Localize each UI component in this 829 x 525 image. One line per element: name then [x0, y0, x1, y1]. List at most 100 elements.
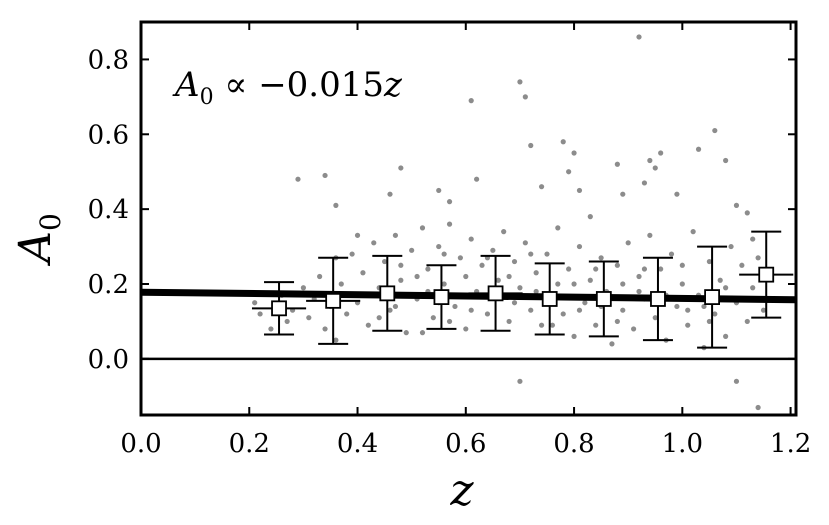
scatter-point: [555, 281, 561, 287]
scatter-point: [436, 187, 442, 194]
scatter-point: [750, 236, 756, 242]
scatter-point: [620, 191, 626, 197]
scatter-points: [252, 34, 772, 411]
binned-point-group: [360, 254, 415, 332]
scatter-point: [398, 277, 404, 283]
scatter-point: [425, 266, 431, 272]
scatter-point: [685, 322, 691, 328]
scatter-point: [517, 378, 523, 384]
y-axis-title: A0: [10, 213, 67, 267]
scatter-point: [354, 232, 361, 238]
scatter-point: [463, 273, 469, 280]
scatter-point: [441, 281, 447, 287]
scatter-point: [284, 318, 290, 325]
y-tick-label: 0.2: [88, 270, 129, 300]
scatter-point: [695, 146, 702, 152]
scatter-point: [468, 98, 474, 104]
scatter-point: [652, 315, 658, 321]
axis-tick-labels: 0.0 0.2 0.4 0.6 0.8 1.0 1.2 0.0 0.2 0.4 0.6 0.8: [88, 45, 812, 459]
scatter-point: [712, 311, 718, 317]
scatter-point: [344, 311, 350, 317]
scatter-point: [528, 251, 534, 257]
y-tick-label: 0.0: [88, 345, 129, 375]
scatter-point: [566, 266, 572, 272]
scatter-point: [495, 277, 501, 283]
scatter-point: [533, 270, 539, 276]
scatter-point: [679, 281, 685, 287]
scatter-point: [555, 225, 561, 231]
scatter-point: [658, 266, 664, 272]
scatter-point: [571, 281, 577, 287]
scatter-point: [419, 225, 426, 231]
scatter-point: [598, 255, 604, 261]
y-tick-label: 0.6: [88, 120, 129, 150]
scatter-point: [647, 232, 653, 238]
scatter-point: [257, 311, 263, 317]
scatter-point: [468, 307, 474, 313]
scatter-point: [560, 139, 566, 145]
scatter-point: [506, 273, 512, 280]
binned-point-group: [576, 260, 631, 338]
x-tick-label: 0.6: [445, 429, 486, 459]
binned-mean-marker: [271, 300, 287, 317]
scatter-point: [403, 330, 409, 336]
scatter-point: [419, 330, 426, 336]
scatter-point: [474, 176, 480, 182]
scatter-point: [755, 255, 761, 261]
scatter-point: [701, 303, 707, 310]
scatter-point: [338, 281, 344, 287]
scatter-point: [636, 34, 642, 40]
scatter-point: [252, 300, 258, 306]
scatter-point: [295, 176, 301, 182]
scatter-point: [636, 288, 642, 295]
scatter-point: [457, 255, 463, 261]
scatter-point: [538, 184, 545, 190]
scatter-point: [446, 221, 453, 227]
scatter-point: [620, 281, 626, 287]
scatter-point: [571, 150, 577, 156]
binned-point-group: [739, 230, 794, 319]
scatter-point: [636, 273, 642, 280]
scatter-point: [528, 142, 534, 149]
axis-ticks: [140, 22, 796, 415]
scatter-point: [582, 300, 588, 306]
scatter-point: [614, 161, 620, 167]
scatter-point: [376, 315, 382, 321]
scatter-point: [544, 251, 550, 257]
scatter-point: [593, 322, 599, 328]
x-tick-label: 0.0: [120, 429, 161, 459]
x-tick-label: 0.8: [553, 429, 594, 459]
scatter-point: [723, 157, 729, 164]
scatter-point: [690, 229, 696, 235]
scatter-point: [479, 262, 485, 268]
x-tick-label: 1.0: [662, 429, 703, 459]
scatter-point: [723, 285, 729, 291]
binned-point-group: [414, 264, 469, 330]
scatter-point: [528, 307, 534, 313]
binned-mean-marker: [704, 289, 720, 306]
scatter-point: [674, 191, 680, 197]
scatter-point: [620, 307, 626, 313]
scatter-point: [571, 333, 577, 339]
scatter-point: [522, 94, 528, 100]
scatter-point: [560, 311, 566, 317]
scatter-point: [593, 266, 599, 272]
y-tick-label: 0.4: [88, 195, 129, 225]
fit-line: [140, 288, 797, 304]
scatter-point: [647, 157, 653, 164]
scatter-point: [549, 322, 556, 328]
scatter-point: [522, 240, 528, 246]
x-tick-label: 0.4: [337, 429, 378, 459]
scatter-point: [381, 258, 388, 265]
scatter-point: [614, 262, 620, 268]
scatter-point: [517, 79, 523, 85]
scatter-point: [723, 333, 729, 339]
scatter-point: [306, 315, 312, 321]
scatter-point: [755, 404, 761, 411]
binned-point-group: [251, 281, 307, 336]
scatter-point: [728, 243, 734, 250]
binned-mean-marker: [487, 285, 504, 302]
binned-point-group: [630, 256, 686, 342]
scatter-point: [652, 165, 658, 171]
